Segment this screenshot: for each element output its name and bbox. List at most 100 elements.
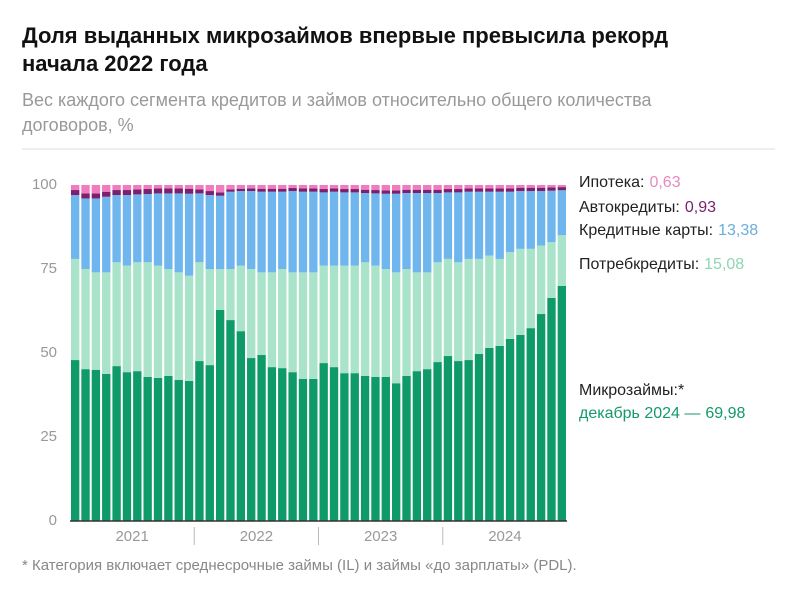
bar-segment bbox=[381, 269, 390, 377]
bar-segment bbox=[547, 187, 556, 191]
bar-segment bbox=[319, 265, 328, 364]
bar-segment bbox=[381, 190, 390, 194]
bar-segment bbox=[329, 367, 339, 521]
bar-segment bbox=[278, 368, 287, 521]
chart-subtitle: Вес каждого сегмента кредитов и займов о… bbox=[22, 90, 652, 135]
value-label: 13,38 bbox=[718, 222, 758, 239]
bar-segment bbox=[278, 185, 287, 189]
bar-segment bbox=[184, 380, 194, 521]
bar-segment bbox=[443, 185, 453, 190]
bar-segment bbox=[329, 265, 339, 368]
bar-segment bbox=[340, 192, 349, 266]
bar-segment bbox=[236, 331, 246, 521]
value-label-num: 69,98 bbox=[705, 405, 745, 422]
bar-segment bbox=[298, 185, 308, 189]
bar-segment bbox=[526, 191, 535, 249]
bar-segment bbox=[371, 190, 380, 194]
bar-segment bbox=[164, 375, 173, 521]
bar-segment bbox=[164, 193, 173, 269]
bar-segment bbox=[360, 375, 370, 521]
legend-name: Автокредиты: bbox=[579, 199, 680, 216]
bar-segment bbox=[505, 188, 515, 192]
bar-segment bbox=[495, 188, 504, 192]
bar-segment bbox=[102, 272, 111, 374]
bar-segment bbox=[474, 258, 484, 355]
bar-segment bbox=[536, 314, 546, 521]
bar-segment bbox=[433, 193, 442, 263]
bar-segment bbox=[81, 185, 90, 194]
bar-segment bbox=[267, 191, 277, 273]
bar-segment bbox=[267, 272, 277, 368]
bar-segment bbox=[278, 191, 287, 269]
bar-segment bbox=[474, 191, 484, 259]
bar-segment bbox=[485, 255, 494, 348]
bar-segment bbox=[464, 258, 473, 361]
bar-segment bbox=[381, 185, 390, 191]
bar-segment bbox=[153, 377, 163, 521]
bar-segment bbox=[81, 198, 90, 269]
bar-segment bbox=[536, 245, 546, 315]
value-label: 0,63 bbox=[649, 174, 680, 191]
bar-segment bbox=[205, 185, 214, 192]
bar-segment bbox=[371, 193, 380, 266]
bar-segment bbox=[71, 258, 80, 361]
bar-segment bbox=[443, 189, 453, 193]
x-tick-label: 2021 bbox=[115, 528, 148, 545]
bar-segment bbox=[423, 189, 432, 194]
bar-segment bbox=[195, 185, 204, 190]
bar-segment bbox=[391, 190, 401, 194]
bar-segment bbox=[91, 193, 101, 199]
bar-segment bbox=[319, 363, 328, 521]
y-tick-label: 0 bbox=[49, 512, 57, 529]
bar-segment bbox=[526, 187, 535, 192]
bar-segment bbox=[516, 248, 525, 335]
bar-segment bbox=[195, 262, 204, 362]
bar-segment bbox=[412, 193, 422, 273]
bar-segment bbox=[226, 185, 235, 190]
bar-segment bbox=[391, 185, 401, 191]
bar-segment bbox=[464, 188, 473, 192]
bar-segment bbox=[485, 347, 494, 521]
bar-segment bbox=[371, 185, 380, 191]
bar-segment bbox=[143, 194, 152, 263]
bar-segment bbox=[423, 185, 432, 190]
bar-segment bbox=[174, 272, 183, 380]
bar-segment bbox=[184, 275, 194, 381]
bar-segment bbox=[309, 188, 318, 192]
bar-segment bbox=[495, 258, 504, 346]
bar-segment bbox=[495, 185, 504, 189]
bar-segment bbox=[184, 185, 194, 189]
value-label: декабрь 2024 — 69,98 bbox=[579, 405, 746, 422]
bar-segment bbox=[309, 191, 318, 273]
bar-segment bbox=[474, 185, 484, 189]
bar-segment bbox=[547, 190, 556, 243]
bar-segment bbox=[91, 185, 101, 194]
bar-segment bbox=[298, 191, 308, 273]
bar-segment bbox=[143, 189, 152, 195]
bar-segment bbox=[71, 195, 80, 259]
bar-segment bbox=[226, 320, 235, 521]
bar-segment bbox=[143, 262, 152, 377]
bar-segment bbox=[205, 191, 214, 196]
bar-segment bbox=[433, 189, 442, 194]
bar-segment bbox=[71, 185, 80, 191]
annotation: декабрь 2024 — bbox=[579, 405, 700, 422]
bar-segment bbox=[309, 185, 318, 189]
bar-segment bbox=[133, 262, 142, 372]
bar-segment bbox=[236, 188, 246, 192]
bar-segment bbox=[174, 379, 183, 521]
bar-segment bbox=[340, 185, 349, 190]
bar-segment bbox=[402, 193, 411, 269]
bar-segment bbox=[516, 185, 525, 188]
y-tick-label: 100 bbox=[32, 176, 57, 193]
bar-segment bbox=[102, 196, 111, 273]
bar-segment bbox=[257, 185, 266, 189]
bar-segment bbox=[391, 383, 401, 521]
bar-segment bbox=[381, 193, 390, 269]
bar-segment bbox=[360, 185, 370, 190]
bar-segment bbox=[360, 189, 370, 194]
bar-segment bbox=[112, 195, 121, 263]
bar-segment bbox=[557, 185, 566, 188]
legend-name: Потребкредиты: bbox=[579, 256, 699, 273]
